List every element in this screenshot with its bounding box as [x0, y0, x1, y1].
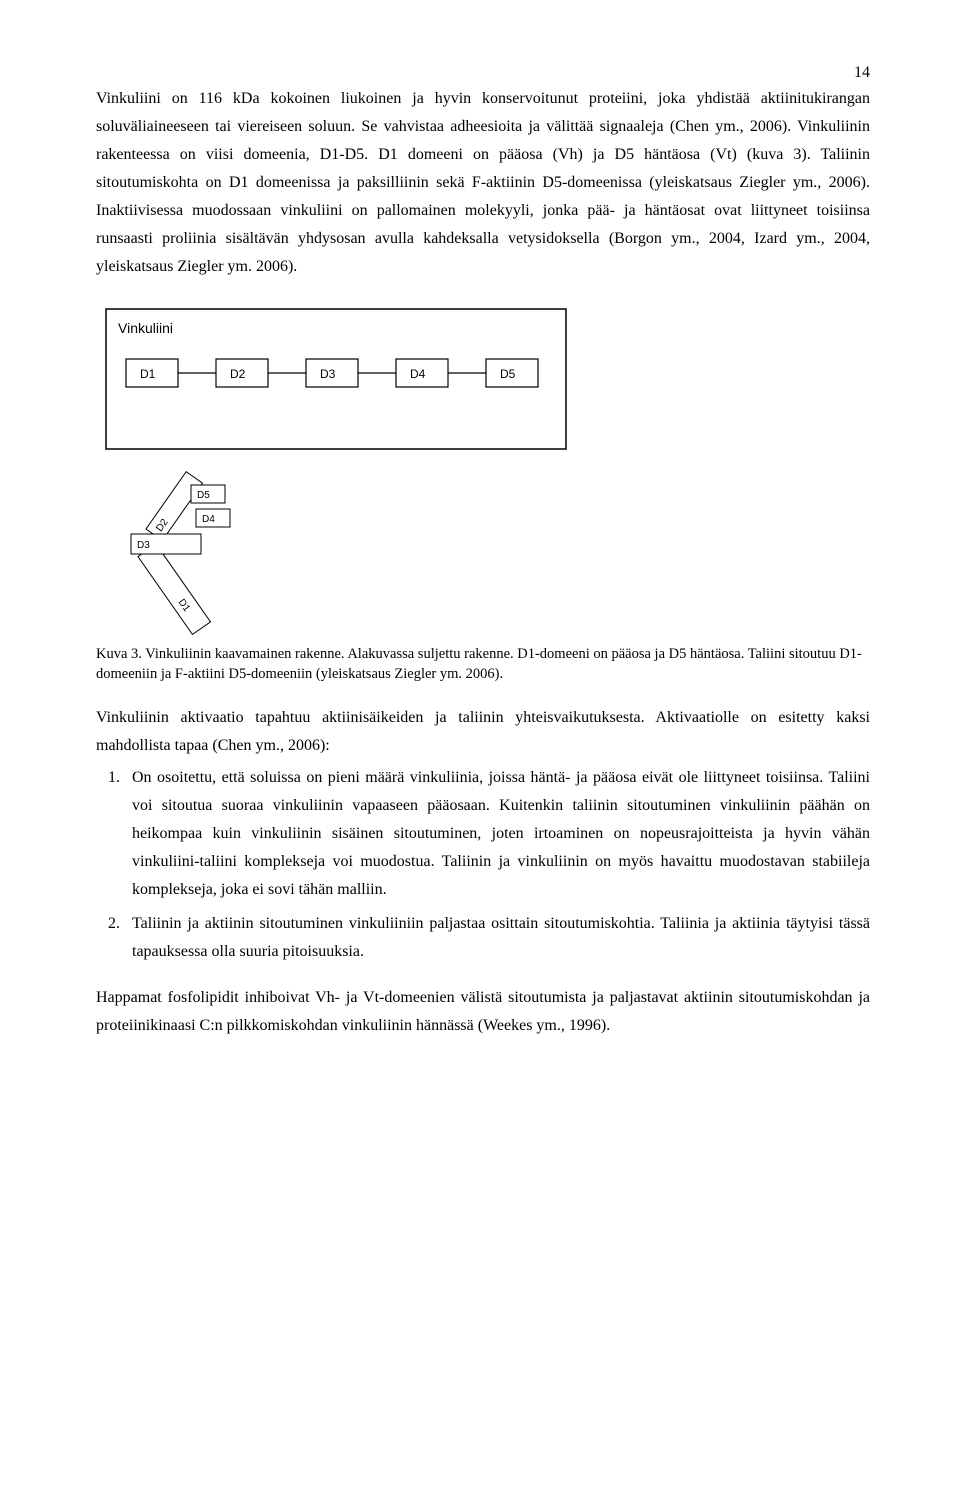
domain-compact: D2 D1 D3 D5 D4: [131, 472, 230, 635]
list-item-1: On osoitettu, että soluissa on pieni mää…: [124, 764, 870, 904]
figure-title: Vinkuliini: [118, 320, 173, 336]
compact-d4: D4: [202, 514, 215, 525]
paragraph-2: Vinkuliinin aktivaatio tapahtuu aktiinis…: [96, 704, 870, 760]
label-d4: D4: [410, 367, 426, 381]
paragraph-3: Happamat fosfolipidit inhiboivat Vh- ja …: [96, 984, 870, 1040]
label-d5: D5: [500, 367, 516, 381]
label-d1: D1: [140, 367, 156, 381]
label-d2: D2: [230, 367, 246, 381]
paragraph-1: Vinkuliini on 116 kDa kokoinen liukoinen…: [96, 85, 870, 281]
figure-caption: Kuva 3. Vinkuliinin kaavamainen rakenne.…: [96, 645, 870, 684]
figure-vinkuliini: Vinkuliini D1 D2 D3 D4 D5 D2 D1 D3: [96, 299, 870, 639]
label-d3: D3: [320, 367, 336, 381]
page-number: 14: [96, 65, 870, 81]
compact-d3: D3: [137, 540, 150, 551]
list-item-2: Taliinin ja aktiinin sitoutuminen vinkul…: [124, 910, 870, 966]
activation-list: On osoitettu, että soluissa on pieni mää…: [96, 764, 870, 966]
compact-d5: D5: [197, 490, 210, 501]
